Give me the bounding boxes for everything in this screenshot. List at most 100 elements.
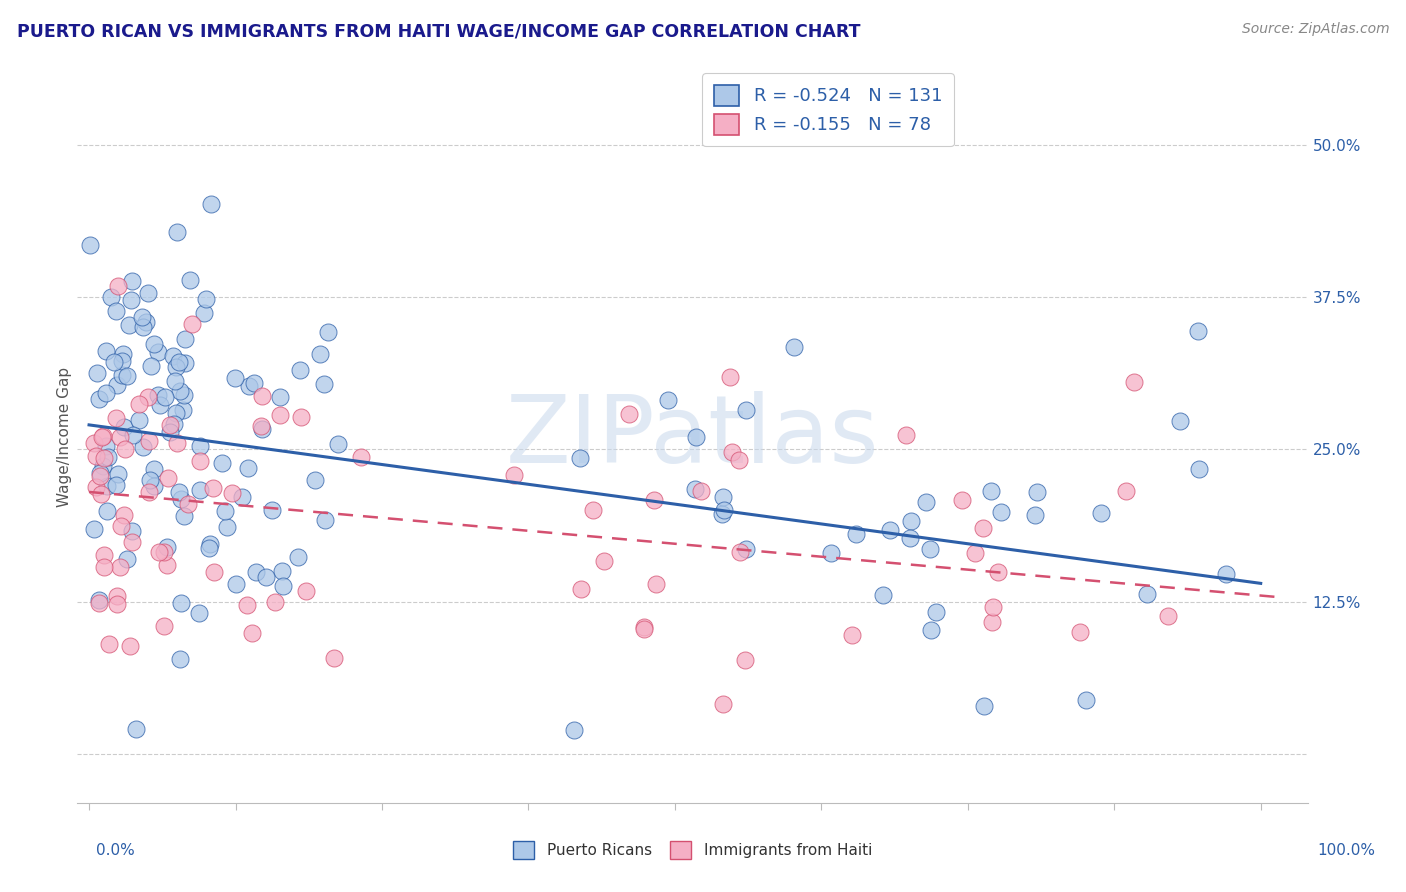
- Point: [83, 522, 105, 536]
- Point: [110, 430, 132, 444]
- Point: [845, 526, 868, 541]
- Point: [121, 524, 143, 539]
- Point: [710, 507, 733, 521]
- Point: [645, 577, 668, 591]
- Point: [156, 471, 179, 485]
- Point: [713, 503, 735, 517]
- Point: [96, 479, 118, 493]
- Point: [104, 477, 127, 491]
- Point: [86, 366, 108, 380]
- Point: [211, 456, 233, 470]
- Point: [1188, 462, 1211, 476]
- Point: [153, 618, 176, 632]
- Point: [136, 390, 159, 404]
- Point: [187, 606, 209, 620]
- Point: [96, 504, 118, 518]
- Text: ZIPatlas: ZIPatlas: [506, 391, 879, 483]
- Point: [153, 390, 176, 404]
- Point: [633, 620, 655, 634]
- Point: [79, 238, 101, 252]
- Point: [350, 450, 373, 465]
- Point: [149, 398, 172, 412]
- Point: [1187, 324, 1209, 338]
- Point: [167, 354, 190, 368]
- Point: [727, 453, 749, 467]
- Point: [981, 615, 1004, 629]
- Point: [711, 490, 734, 504]
- Point: [1024, 508, 1046, 523]
- Point: [188, 439, 211, 453]
- Point: [783, 340, 806, 354]
- Y-axis label: Wage/Income Gap: Wage/Income Gap: [56, 367, 72, 508]
- Point: [238, 379, 260, 393]
- Point: [1076, 693, 1098, 707]
- Point: [105, 410, 128, 425]
- Point: [156, 540, 179, 554]
- Point: [312, 376, 335, 391]
- Point: [236, 461, 259, 475]
- Text: 0.0%: 0.0%: [96, 843, 135, 858]
- Point: [295, 583, 318, 598]
- Point: [288, 363, 311, 377]
- Point: [287, 550, 309, 565]
- Point: [217, 520, 239, 534]
- Point: [872, 588, 894, 602]
- Point: [138, 485, 160, 500]
- Point: [240, 625, 263, 640]
- Point: [148, 545, 170, 559]
- Point: [169, 491, 191, 506]
- Point: [314, 513, 336, 527]
- Point: [879, 524, 901, 538]
- Point: [920, 541, 942, 556]
- Point: [162, 349, 184, 363]
- Point: [900, 515, 922, 529]
- Point: [105, 597, 128, 611]
- Text: 100.0%: 100.0%: [1317, 843, 1375, 858]
- Point: [973, 698, 995, 713]
- Point: [950, 492, 973, 507]
- Point: [132, 320, 155, 334]
- Text: PUERTO RICAN VS IMMIGRANTS FROM HAITI WAGE/INCOME GAP CORRELATION CHART: PUERTO RICAN VS IMMIGRANTS FROM HAITI WA…: [17, 22, 860, 40]
- Point: [90, 486, 112, 500]
- Point: [990, 505, 1012, 519]
- Point: [896, 428, 918, 442]
- Point: [179, 273, 201, 287]
- Point: [105, 589, 128, 603]
- Point: [163, 375, 186, 389]
- Point: [159, 417, 181, 432]
- Point: [202, 565, 225, 579]
- Point: [120, 640, 142, 654]
- Point: [170, 596, 193, 610]
- Point: [713, 697, 735, 711]
- Point: [562, 723, 585, 737]
- Point: [1115, 484, 1137, 499]
- Point: [920, 624, 942, 638]
- Point: [188, 454, 211, 468]
- Point: [1157, 609, 1180, 624]
- Point: [657, 392, 679, 407]
- Point: [84, 449, 107, 463]
- Point: [89, 469, 111, 483]
- Point: [1136, 587, 1159, 601]
- Point: [254, 570, 277, 584]
- Point: [115, 551, 138, 566]
- Point: [89, 593, 111, 607]
- Point: [721, 445, 744, 459]
- Point: [290, 409, 312, 424]
- Point: [93, 560, 115, 574]
- Point: [91, 458, 114, 473]
- Point: [138, 434, 160, 448]
- Point: [169, 485, 191, 500]
- Point: [89, 596, 111, 610]
- Point: [89, 466, 111, 480]
- Point: [156, 558, 179, 572]
- Point: [114, 442, 136, 456]
- Point: [249, 419, 271, 434]
- Point: [153, 545, 176, 559]
- Point: [177, 498, 200, 512]
- Point: [685, 430, 707, 444]
- Point: [202, 481, 225, 495]
- Point: [93, 450, 115, 465]
- Point: [245, 566, 267, 580]
- Point: [107, 467, 129, 481]
